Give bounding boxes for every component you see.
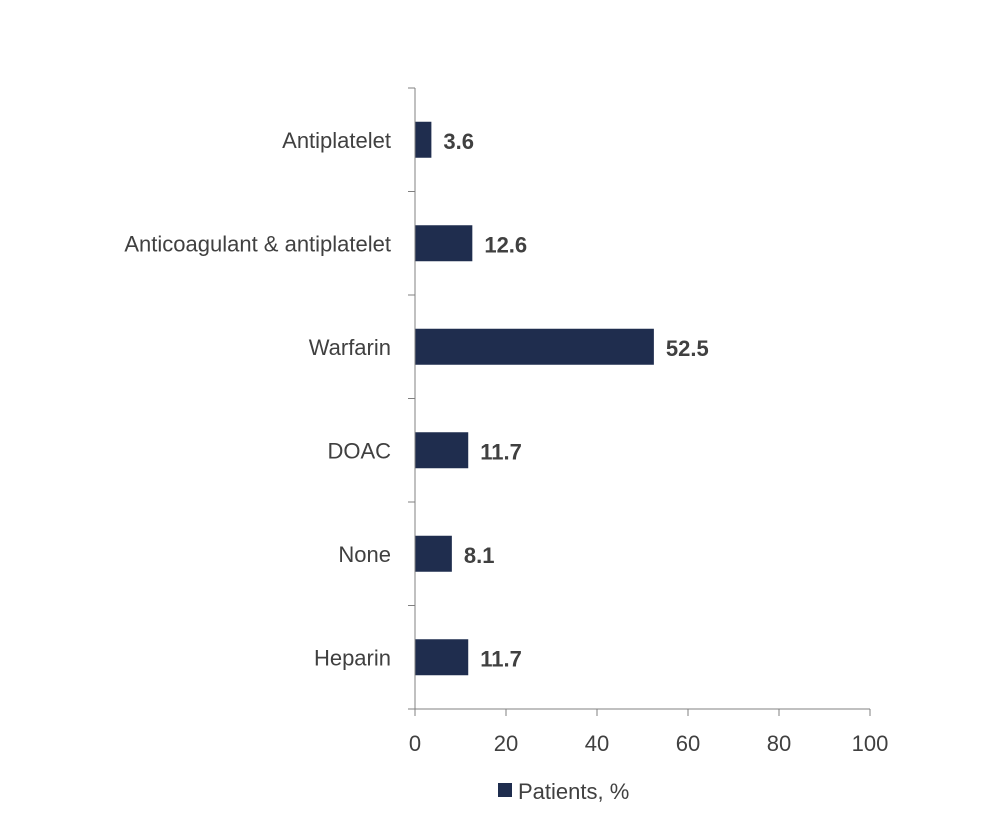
bar-antiplatelet — [415, 121, 432, 158]
x-axis-ticks: 0 20 40 60 80 100 — [409, 709, 888, 756]
x-tick-label: 40 — [585, 731, 609, 756]
bar-heparin — [415, 639, 469, 676]
category-label: Heparin — [314, 645, 391, 670]
x-tick-label: 60 — [676, 731, 700, 756]
y-axis-category-labels: Antiplatelet Anticoagulant & antiplatelet… — [124, 128, 391, 671]
bar-warfarin — [415, 328, 654, 365]
legend-swatch-patients — [498, 783, 512, 797]
x-tick-label: 80 — [767, 731, 791, 756]
legend: Patients, % — [498, 779, 629, 804]
bar-value-label: 8.1 — [464, 543, 495, 568]
bar-anticoagulant-antiplatelet — [415, 225, 473, 262]
y-axis-category-ticks — [408, 87, 415, 710]
category-label: Antiplatelet — [282, 128, 391, 153]
bar-none — [415, 535, 452, 572]
x-tick-label: 20 — [494, 731, 518, 756]
bar-doac — [415, 432, 469, 469]
legend-label-patients: Patients, % — [518, 779, 629, 804]
category-label: Anticoagulant & antiplatelet — [124, 231, 391, 256]
bar-value-label: 12.6 — [484, 232, 527, 257]
bar-value-label: 11.7 — [480, 646, 522, 671]
x-tick-label: 100 — [852, 731, 889, 756]
category-label: DOAC — [327, 438, 391, 463]
x-tick-label: 0 — [409, 731, 421, 756]
category-label: None — [338, 542, 391, 567]
bar-series — [415, 121, 654, 676]
category-label: Warfarin — [309, 335, 391, 360]
bar-value-label: 11.7 — [480, 439, 522, 464]
bar-value-label: 52.5 — [666, 336, 709, 361]
bar-value-labels: 3.6 12.6 52.5 11.7 8.1 11.7 — [443, 129, 708, 672]
bar-value-label: 3.6 — [443, 129, 474, 154]
